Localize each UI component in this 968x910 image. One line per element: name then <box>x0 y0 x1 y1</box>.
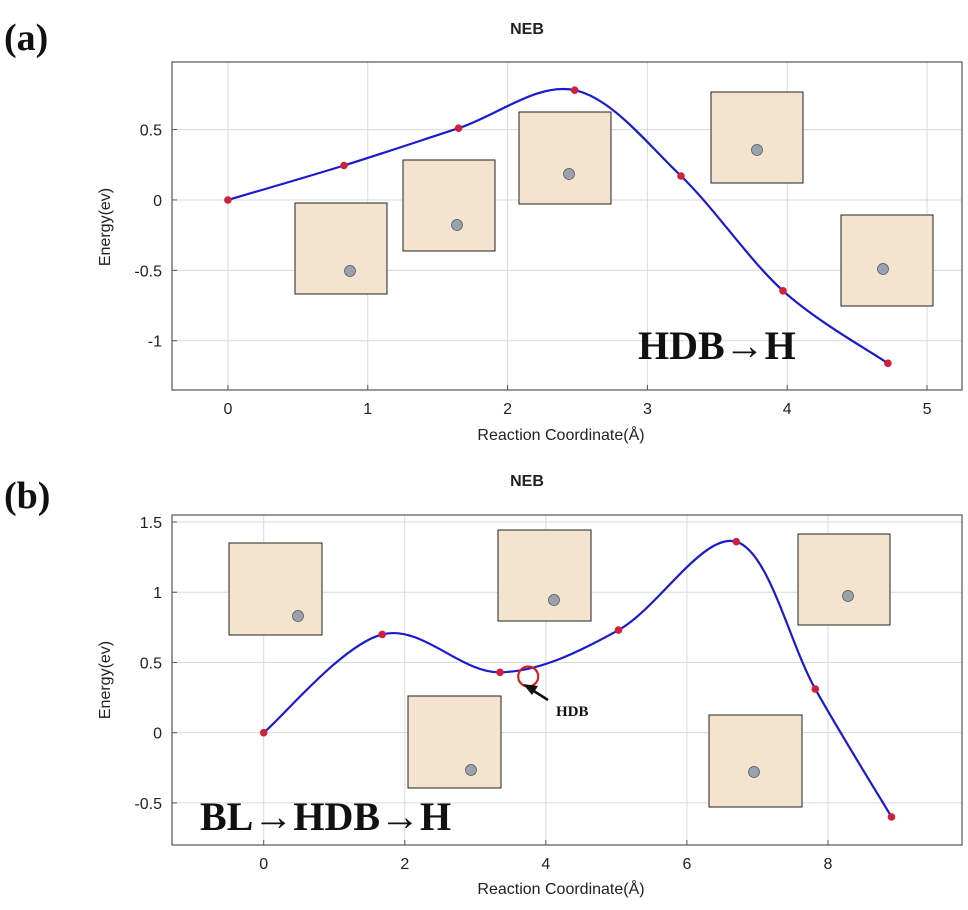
x-tick-label: 6 <box>682 856 691 873</box>
hydrogen-atom <box>751 144 763 156</box>
hydrogen-atom <box>451 219 463 231</box>
data-point <box>887 813 896 821</box>
hdb-arrow-icon <box>523 684 549 702</box>
hydrogen-atom <box>877 263 889 275</box>
x-tick-label: 4 <box>541 856 550 873</box>
x-tick-label: 5 <box>923 401 932 418</box>
y-tick-label: -0.5 <box>134 796 162 813</box>
structure-inset <box>294 202 388 295</box>
structure-inset <box>497 529 592 622</box>
data-point <box>340 161 348 170</box>
y-tick-label: 0.5 <box>140 655 162 672</box>
x-tick-label: 8 <box>824 856 833 873</box>
data-point <box>259 728 268 737</box>
panel-b-label: (b) <box>4 475 50 517</box>
data-point <box>614 626 623 634</box>
structure-inset <box>840 214 934 307</box>
chart-b-data-points <box>259 537 896 821</box>
hydrogen-atom <box>842 590 854 602</box>
chart-a-data-points <box>224 86 892 368</box>
chart-b-insets <box>228 529 891 808</box>
y-tick-label: 0.5 <box>140 123 162 140</box>
structure-inset <box>518 111 612 205</box>
chart-a-ticks: 0 1 2 3 4 5 0.5 0 -0.5 -1 <box>134 123 931 418</box>
x-tick-label: 0 <box>223 401 232 418</box>
data-point <box>677 172 685 180</box>
y-tick-label: 1.5 <box>140 515 162 532</box>
chart-b-y-axis-label: Energy(ev) <box>97 641 114 719</box>
structure-inset <box>228 542 323 636</box>
chart-a-y-axis-label: Energy(ev) <box>97 188 114 266</box>
x-tick-label: 2 <box>503 401 512 418</box>
x-tick-label: 3 <box>643 401 652 418</box>
x-tick-label: 1 <box>363 401 372 418</box>
y-tick-label: 0 <box>153 726 162 743</box>
data-point <box>378 630 387 639</box>
data-point <box>224 196 232 204</box>
hdb-annotation-label: HDB <box>556 704 589 720</box>
y-tick-label: -0.5 <box>134 263 162 280</box>
panel-a: (a) NEB 0 1 2 3 4 5 0.5 0 -0.5 -1 <box>4 17 963 444</box>
data-point <box>496 668 504 677</box>
chart-b-reaction-label: BL→HDB→H <box>200 794 451 839</box>
chart-b-title: NEB <box>510 473 544 490</box>
chart-b-plot-frame <box>171 514 963 846</box>
panel-a-label: (a) <box>4 17 48 59</box>
hydrogen-atom <box>292 610 304 622</box>
chart-a-reaction-label: HDB→H <box>638 323 796 368</box>
y-tick-label: 1 <box>153 585 162 602</box>
chart-a-insets <box>294 91 934 307</box>
chart-b-x-axis-label: Reaction Coordinate(Å) <box>477 879 644 898</box>
x-tick-label: 4 <box>783 401 792 418</box>
chart-b-ticks: 0 2 4 6 8 1.5 1 0.5 0 -0.5 <box>134 515 832 873</box>
data-point <box>884 359 892 368</box>
data-point <box>811 685 820 693</box>
hydrogen-atom <box>465 764 477 776</box>
structure-inset <box>407 695 502 789</box>
y-tick-label: 0 <box>153 193 162 210</box>
data-point <box>779 287 787 295</box>
structure-inset <box>708 714 803 808</box>
hydrogen-atom <box>548 594 560 606</box>
data-point <box>732 537 741 546</box>
x-tick-label: 0 <box>259 856 268 873</box>
hydrogen-atom <box>344 265 356 277</box>
x-tick-label: 2 <box>400 856 409 873</box>
data-point <box>570 86 579 94</box>
y-tick-label: -1 <box>148 334 162 351</box>
chart-a-plot-frame <box>171 61 963 391</box>
hydrogen-atom <box>563 168 575 180</box>
structure-inset <box>797 533 891 626</box>
hydrogen-atom <box>748 766 760 778</box>
data-point <box>454 124 463 132</box>
chart-a-title: NEB <box>510 21 544 38</box>
structure-inset <box>710 91 804 184</box>
panel-b: (b) NEB 0 2 4 6 8 1.5 1 0.5 0 -0.5 <box>4 473 963 898</box>
structure-inset <box>402 159 496 252</box>
chart-a-x-axis-label: Reaction Coordinate(Å) <box>477 425 644 444</box>
